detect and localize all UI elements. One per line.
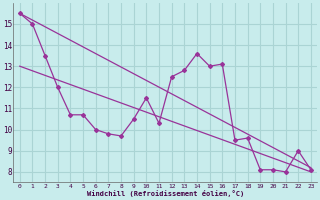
X-axis label: Windchill (Refroidissement éolien,°C): Windchill (Refroidissement éolien,°C) [87, 190, 244, 197]
